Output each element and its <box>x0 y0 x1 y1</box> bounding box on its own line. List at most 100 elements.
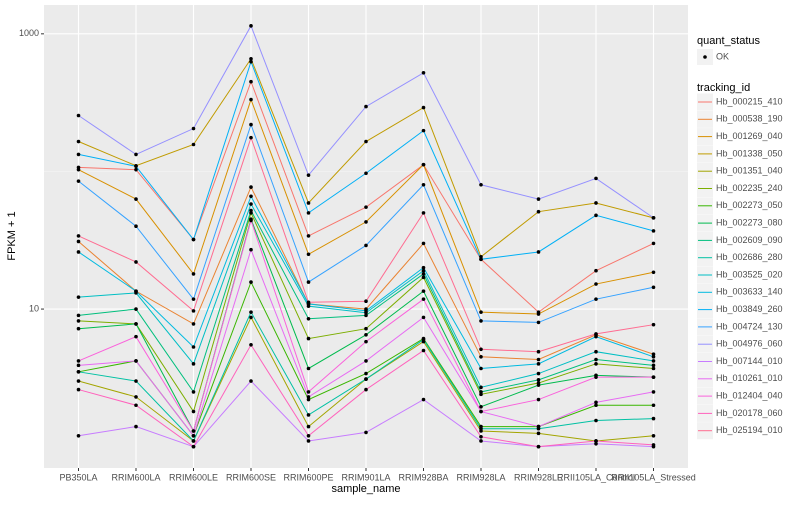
data-point <box>594 201 598 205</box>
data-point <box>479 439 483 443</box>
data-point <box>651 416 656 421</box>
data-point <box>421 397 426 402</box>
data-point <box>134 224 138 229</box>
data-point <box>249 122 253 127</box>
data-point <box>306 390 311 394</box>
data-point <box>76 139 81 144</box>
data-point <box>306 201 311 205</box>
data-point <box>134 395 138 399</box>
data-point <box>76 363 81 368</box>
data-point <box>191 439 196 443</box>
legend-label: Hb_003633_140 <box>716 287 783 297</box>
data-point <box>306 211 311 215</box>
data-point <box>306 316 311 321</box>
data-point <box>364 313 368 318</box>
data-point <box>134 289 138 293</box>
data-point <box>421 71 426 75</box>
data-point <box>134 152 138 157</box>
legend-label: Hb_002609_090 <box>716 235 783 245</box>
data-point <box>364 326 368 331</box>
data-point <box>594 334 598 339</box>
data-point <box>306 366 311 371</box>
data-point <box>421 105 426 110</box>
data-point <box>364 387 368 392</box>
data-point <box>76 295 81 299</box>
data-point <box>249 59 253 64</box>
data-point <box>479 434 483 439</box>
data-point <box>479 390 483 394</box>
data-point <box>191 409 196 414</box>
x-tick-label: PB350LA <box>59 472 97 482</box>
data-point <box>651 216 656 220</box>
data-point <box>191 444 196 449</box>
data-point <box>249 202 253 206</box>
data-point <box>536 357 541 362</box>
data-point <box>364 139 368 144</box>
data-point <box>421 272 426 276</box>
data-point <box>249 247 253 252</box>
data-point <box>364 339 368 344</box>
data-point <box>536 444 541 449</box>
data-point <box>76 239 81 244</box>
legend-label: OK <box>716 51 729 61</box>
data-point <box>191 390 196 394</box>
data-point <box>191 297 196 301</box>
data-point <box>249 185 253 189</box>
data-point <box>479 254 483 259</box>
data-point <box>479 366 483 371</box>
data-point <box>134 307 138 311</box>
legend-label: Hb_002686_280 <box>716 252 783 262</box>
x-tick-label: RRIM928LA <box>456 472 505 482</box>
data-point <box>651 403 656 408</box>
data-point <box>364 220 368 224</box>
data-point <box>651 322 656 327</box>
data-point <box>421 182 426 187</box>
data-point <box>594 282 598 286</box>
x-axis-title: sample_name <box>331 483 400 495</box>
data-point <box>249 97 253 102</box>
data-point <box>76 370 81 374</box>
data-point <box>594 375 598 379</box>
data-point <box>306 424 311 429</box>
data-point <box>76 359 81 363</box>
data-point <box>191 345 196 349</box>
data-point <box>306 252 311 257</box>
data-point <box>651 366 656 371</box>
legend-label: Hb_004724_130 <box>716 321 783 331</box>
legend-label: Hb_002235_240 <box>716 183 783 193</box>
data-point <box>76 433 81 438</box>
x-tick-label: RRIM901LA <box>341 472 390 482</box>
data-point <box>249 315 253 320</box>
data-point <box>76 326 81 331</box>
data-point <box>594 332 598 336</box>
data-point <box>421 265 426 270</box>
data-point <box>191 362 196 366</box>
y-tick-label: 1000 <box>19 28 39 38</box>
data-point <box>651 352 656 356</box>
data-point <box>306 300 311 305</box>
x-tick-label: RRIM600LE <box>169 472 218 482</box>
legend-label: Hb_025194_010 <box>716 425 783 435</box>
data-point <box>306 173 311 177</box>
data-point <box>249 135 253 140</box>
data-point <box>536 383 541 387</box>
data-point <box>536 397 541 402</box>
legend-label: Hb_001269_040 <box>716 131 783 141</box>
data-point <box>306 395 311 399</box>
x-tick-label: RRII105LA_Stressed <box>611 472 696 482</box>
data-point <box>536 378 541 382</box>
data-point <box>651 285 656 290</box>
data-point <box>76 387 81 392</box>
data-point <box>536 431 541 436</box>
x-tick-label: RRIM600SE <box>226 472 276 482</box>
data-point <box>191 237 196 242</box>
data-point <box>421 297 426 301</box>
legend-point <box>703 55 707 59</box>
data-point <box>76 179 81 183</box>
data-point <box>421 211 426 215</box>
legend-label: Hb_007144_010 <box>716 356 783 366</box>
data-point <box>594 439 598 443</box>
data-point <box>134 197 138 201</box>
data-point <box>306 336 311 341</box>
